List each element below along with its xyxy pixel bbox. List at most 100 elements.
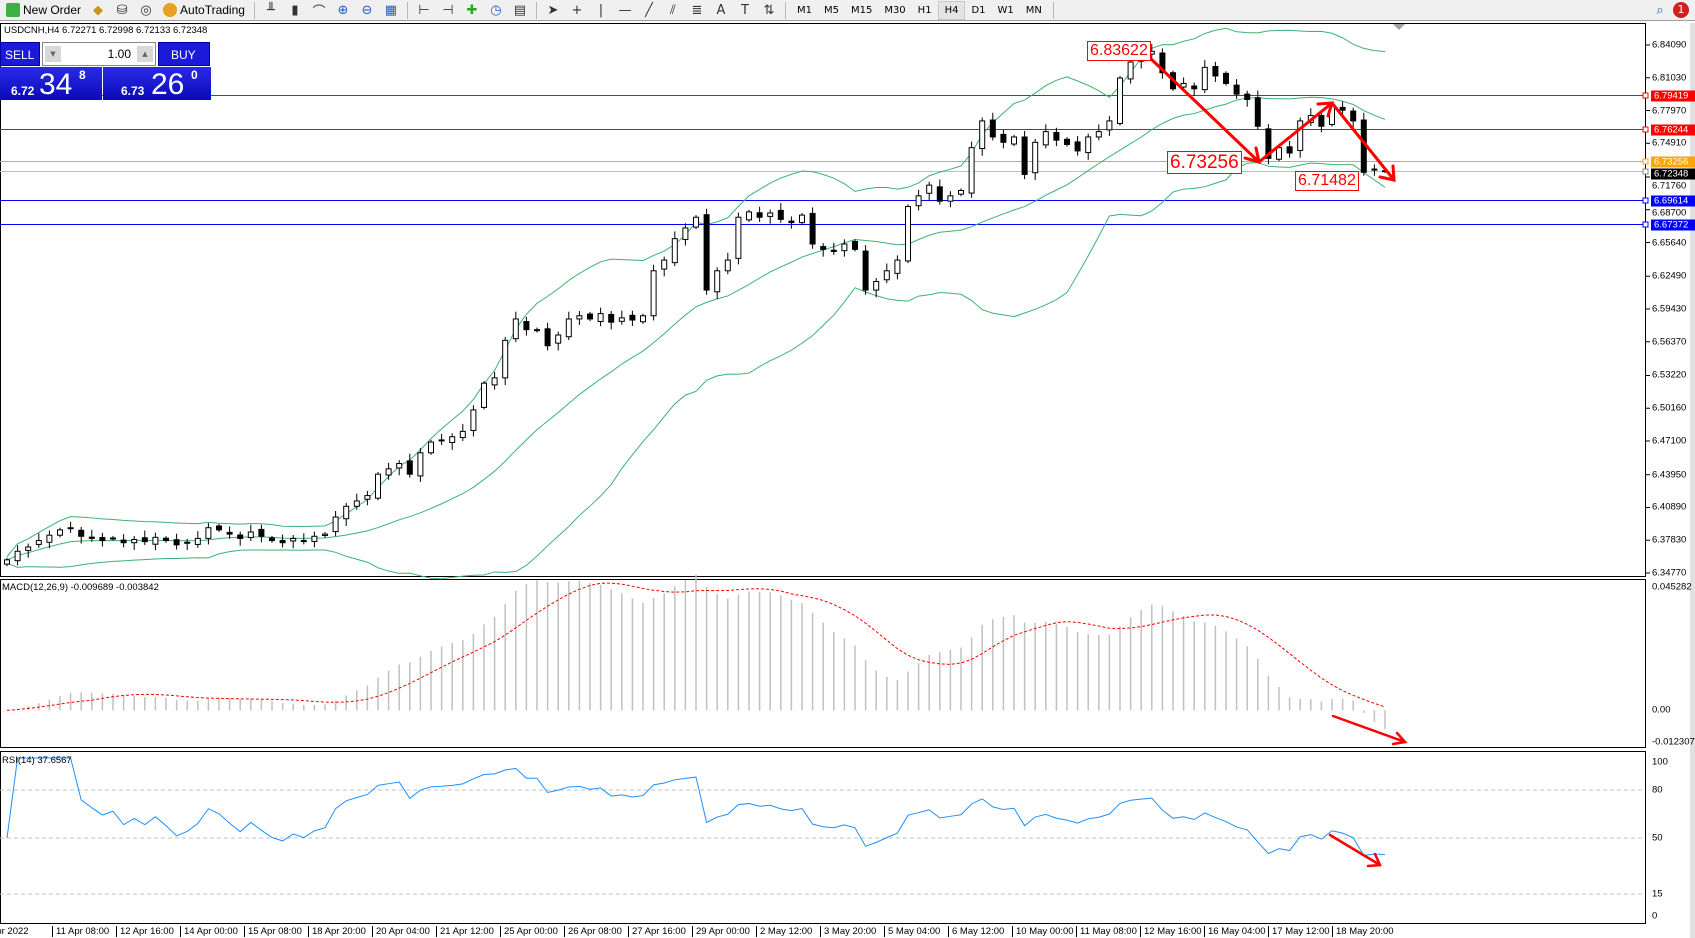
candle-down	[1233, 84, 1240, 95]
candle-up	[650, 270, 657, 317]
arrows-icon[interactable]: ⇅	[763, 2, 775, 18]
price-level-handle	[1642, 126, 1649, 133]
time-axis-label: 12 Apr 16:00	[116, 926, 174, 937]
candle	[777, 203, 784, 223]
strategy-tester-icon[interactable]: ⛁	[116, 2, 128, 18]
signals-icon[interactable]: ◎	[140, 2, 152, 18]
separator	[535, 1, 537, 19]
timeframe-w1[interactable]: W1	[997, 4, 1014, 16]
zoom-in-icon[interactable]: ⊕	[337, 2, 349, 18]
horizontal-line-icon[interactable]: —	[618, 2, 632, 18]
sell-button[interactable]: SELL	[0, 42, 40, 66]
candle	[216, 523, 222, 532]
cursor-icon[interactable]: ➤	[547, 2, 559, 18]
lot-value[interactable]: 1.00	[107, 47, 131, 61]
candle	[512, 311, 519, 343]
timeframe-m30[interactable]: M30	[884, 4, 906, 16]
sell-price[interactable]: 6.72 34 8	[0, 67, 102, 101]
candle	[820, 243, 827, 257]
candle	[1201, 60, 1208, 94]
candle	[799, 212, 805, 225]
trendline-icon[interactable]: ╱	[645, 2, 653, 18]
line-chart-icon[interactable]: ⌒	[312, 4, 326, 20]
time-axis-label: 18 May 20:00	[1332, 926, 1394, 937]
timeframe-m15[interactable]: M15	[850, 4, 873, 16]
candle-up	[1085, 136, 1092, 154]
candle-up	[926, 184, 933, 194]
vertical-line-icon[interactable]: |	[598, 2, 604, 18]
main-panel-frame	[0, 23, 1646, 577]
candle-up	[1117, 77, 1123, 124]
text-icon[interactable]: A	[716, 2, 726, 18]
candle	[841, 239, 848, 257]
auto-scroll-icon[interactable]: ⊢	[418, 2, 430, 18]
buy-button[interactable]: BUY	[158, 42, 210, 66]
tile-windows-icon[interactable]: ▦	[384, 2, 398, 18]
metaeditor-icon[interactable]: ◆	[93, 2, 104, 18]
candle-up	[1032, 141, 1039, 174]
timeframe-m5[interactable]: M5	[823, 4, 839, 16]
candle	[1106, 116, 1113, 136]
periods-icon[interactable]: ◷	[490, 2, 502, 18]
price-tick-label: 6.84090	[1652, 39, 1687, 51]
candle-up	[194, 537, 201, 545]
lot-increase-button[interactable]: ▲	[137, 46, 153, 62]
new-order-button[interactable]: New Order	[2, 1, 85, 20]
indicators-icon[interactable]: ✚	[466, 2, 478, 18]
price-tick-label: 6.53220	[1652, 369, 1687, 381]
timeframe-d1[interactable]: D1	[971, 4, 986, 16]
candle-up	[481, 382, 487, 408]
candle-down	[216, 525, 222, 531]
one-click-trading-panel: SELL ▼ 1.00 ▲ BUY	[0, 42, 212, 100]
bar-chart-icon[interactable]: ╨	[267, 2, 275, 18]
candle-up	[35, 540, 42, 545]
candle-up	[746, 211, 752, 221]
crosshair-icon[interactable]: +	[571, 2, 583, 18]
candle-up	[300, 540, 307, 543]
candle-down	[141, 537, 148, 543]
macd-label: MACD(12,26,9) -0.009689 -0.003842	[2, 582, 159, 593]
search-icon[interactable]: ⌕	[1656, 2, 1664, 18]
lot-size-field[interactable]: ▼ 1.00 ▲	[42, 42, 156, 66]
time-axis-label: 11 Apr 08:00	[52, 926, 109, 937]
arrow-up	[1257, 101, 1334, 164]
candle	[247, 524, 254, 541]
candle-up	[915, 195, 922, 207]
zoom-out-icon[interactable]: ⊖	[361, 2, 373, 18]
templates-icon[interactable]: ▤	[513, 2, 527, 18]
timeframe-mn[interactable]: MN	[1025, 4, 1042, 16]
candle-up	[1127, 61, 1134, 80]
candle	[449, 433, 456, 450]
text-label-icon[interactable]: T	[740, 2, 749, 18]
annotation-low: 6.71482	[1295, 171, 1359, 191]
candle	[724, 252, 731, 275]
price-level-tag: 6.76244	[1651, 124, 1695, 135]
buy-price[interactable]: 6.73 26 0	[103, 67, 211, 101]
candle	[194, 531, 201, 548]
timeframe-bar: M1 M5 M15 M30 H1 H4 D1 W1 MN	[791, 0, 1048, 20]
rsi-tick-label: 80	[1652, 784, 1663, 796]
candlestick-chart-icon[interactable]: ▮	[291, 2, 299, 18]
candle-up	[67, 527, 74, 530]
candle-up	[714, 270, 721, 293]
annotation-support: 6.73256	[1167, 151, 1242, 174]
candle-up	[353, 500, 360, 507]
timeframe-h4[interactable]: H4	[937, 0, 966, 20]
candle	[1286, 140, 1293, 158]
scrollbar-edge[interactable]	[1690, 23, 1695, 938]
timeframe-h1[interactable]: H1	[917, 4, 932, 16]
chart-shift-marker[interactable]	[1393, 24, 1405, 30]
candle	[385, 462, 392, 480]
notification-badge[interactable]: 1	[1673, 2, 1689, 18]
timeframe-m1[interactable]: M1	[796, 4, 812, 16]
candle-up	[640, 315, 646, 323]
candle-down	[1254, 97, 1261, 127]
autotrading-button[interactable]: AutoTrading	[159, 1, 249, 20]
arrow-down-2	[1330, 101, 1396, 182]
fibonacci-icon[interactable]: ≣	[691, 2, 703, 18]
chart-shift-icon[interactable]: ⊣	[442, 2, 454, 18]
equidistant-channel-icon[interactable]: ⫽	[670, 2, 676, 18]
lot-decrease-button[interactable]: ▼	[45, 46, 61, 62]
candle-down	[1191, 85, 1198, 90]
